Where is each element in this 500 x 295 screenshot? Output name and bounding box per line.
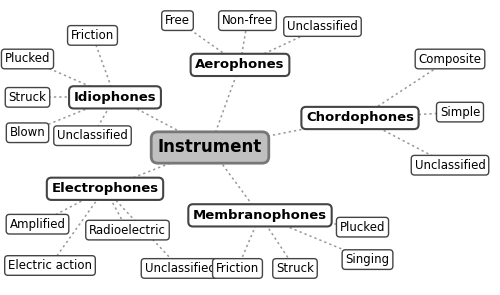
Text: Friction: Friction (71, 29, 114, 42)
Text: Struck: Struck (276, 262, 314, 275)
Text: Struck: Struck (8, 91, 46, 104)
Text: Unclassified: Unclassified (414, 159, 486, 172)
Text: Chordophones: Chordophones (306, 112, 414, 124)
Text: Idiophones: Idiophones (74, 91, 156, 104)
Text: Aerophones: Aerophones (195, 58, 285, 71)
Text: Plucked: Plucked (340, 221, 385, 234)
Text: Electrophones: Electrophones (52, 182, 158, 195)
Text: Electric action: Electric action (8, 259, 92, 272)
Text: Instrument: Instrument (158, 138, 262, 157)
Text: Plucked: Plucked (5, 53, 50, 65)
Text: Free: Free (165, 14, 190, 27)
Text: Composite: Composite (418, 53, 482, 65)
Text: Unclassified: Unclassified (57, 129, 128, 142)
Text: Membranophones: Membranophones (193, 209, 327, 222)
Text: Unclassified: Unclassified (287, 20, 358, 33)
Text: Amplified: Amplified (10, 218, 66, 231)
Text: Singing: Singing (346, 253, 390, 266)
Text: Unclassified: Unclassified (144, 262, 216, 275)
Text: Blown: Blown (10, 126, 46, 139)
Text: Simple: Simple (440, 106, 480, 119)
Text: Friction: Friction (216, 262, 259, 275)
Text: Radioelectric: Radioelectric (89, 224, 166, 237)
Text: Non-free: Non-free (222, 14, 273, 27)
